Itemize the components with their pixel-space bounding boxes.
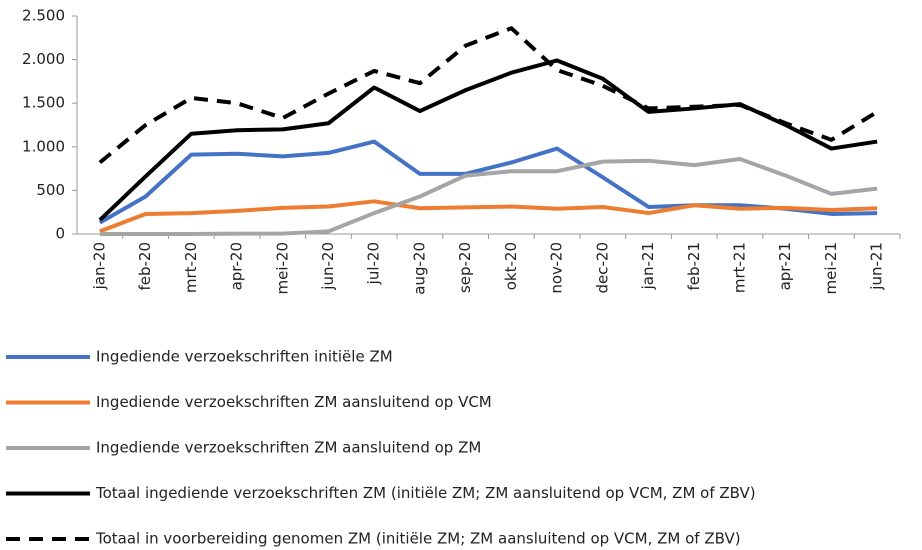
legend-label: Totaal in voorbereiding genomen ZM (init… — [95, 530, 741, 548]
legend-label: Ingediende verzoekschriften ZM aansluite… — [96, 393, 492, 411]
x-tick-label: mei-21 — [822, 242, 840, 295]
x-tick-label: mei-20 — [273, 242, 291, 295]
y-tick-label: 1.000 — [22, 137, 65, 155]
series-line — [98, 58, 878, 222]
x-tick-label: jan-21 — [639, 242, 657, 290]
x-tick-label: jun-20 — [319, 242, 337, 291]
y-tick-label: 500 — [36, 181, 65, 199]
legend-label: Ingediende verzoekschriften ZM aansluite… — [96, 439, 481, 457]
y-tick-label: 0 — [55, 225, 65, 243]
x-tick-label: mrt-21 — [730, 242, 748, 293]
x-tick-label: aug-20 — [410, 242, 428, 295]
x-tick-label: sep-20 — [456, 242, 474, 293]
x-tick-label: apr-21 — [776, 242, 794, 290]
series-line — [99, 157, 878, 236]
x-tick-label: feb-20 — [136, 242, 154, 291]
x-tick-label: apr-20 — [228, 242, 246, 290]
series-line — [99, 199, 878, 234]
y-tick-label: 2.500 — [22, 7, 65, 25]
series-line — [98, 139, 878, 225]
x-tick-label: dec-20 — [593, 242, 611, 294]
x-tick-label: jan-20 — [90, 242, 108, 290]
series-line — [98, 26, 879, 165]
legend-label: Ingediende verzoekschriften initiële ZM — [96, 348, 393, 366]
x-tick-label: mrt-20 — [182, 242, 200, 293]
legend-label: Totaal ingediende verzoekschriften ZM (i… — [95, 484, 756, 502]
x-tick-label: jun-21 — [868, 242, 886, 291]
x-tick-label: nov-20 — [548, 242, 566, 294]
y-tick-label: 2.000 — [22, 50, 65, 68]
x-tick-label: okt-20 — [502, 242, 520, 290]
x-tick-label: feb-21 — [685, 242, 703, 291]
x-tick-label: jul-20 — [365, 242, 383, 285]
y-tick-label: 1.500 — [22, 94, 65, 112]
